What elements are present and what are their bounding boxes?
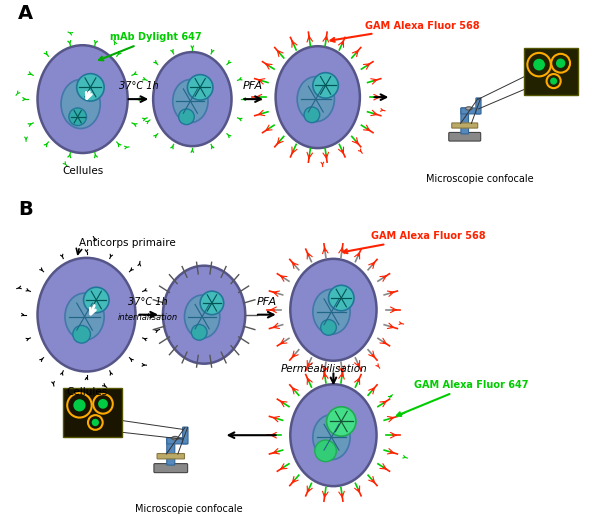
- Ellipse shape: [173, 80, 208, 123]
- Text: internalisation: internalisation: [118, 313, 178, 322]
- FancyBboxPatch shape: [461, 108, 480, 114]
- Text: B: B: [18, 200, 32, 219]
- Circle shape: [77, 74, 104, 101]
- FancyBboxPatch shape: [63, 388, 122, 437]
- Text: Anticorps primaire: Anticorps primaire: [79, 238, 175, 248]
- Ellipse shape: [37, 45, 128, 153]
- FancyBboxPatch shape: [452, 123, 478, 128]
- Text: Perméabilisation: Perméabilisation: [280, 363, 367, 374]
- Circle shape: [329, 285, 354, 311]
- Circle shape: [69, 108, 87, 125]
- Ellipse shape: [153, 52, 232, 146]
- Ellipse shape: [290, 259, 376, 361]
- FancyBboxPatch shape: [167, 437, 187, 444]
- Circle shape: [84, 287, 109, 313]
- Circle shape: [98, 399, 108, 409]
- FancyBboxPatch shape: [167, 437, 175, 465]
- FancyBboxPatch shape: [476, 98, 481, 114]
- Circle shape: [200, 291, 224, 315]
- Circle shape: [191, 324, 207, 340]
- FancyBboxPatch shape: [448, 133, 481, 141]
- Text: 37°C 1h: 37°C 1h: [119, 81, 158, 91]
- Circle shape: [73, 399, 86, 411]
- Ellipse shape: [61, 80, 100, 128]
- FancyBboxPatch shape: [524, 48, 578, 95]
- Ellipse shape: [276, 46, 360, 148]
- Text: GAM Alexa Fluor 568: GAM Alexa Fluor 568: [331, 21, 480, 42]
- Ellipse shape: [172, 436, 178, 440]
- Ellipse shape: [313, 415, 350, 460]
- Text: Microscopie confocale: Microscopie confocale: [426, 174, 533, 183]
- Circle shape: [315, 440, 337, 462]
- Circle shape: [178, 109, 194, 124]
- Ellipse shape: [65, 293, 104, 340]
- Circle shape: [326, 407, 356, 436]
- Ellipse shape: [37, 258, 136, 372]
- Text: PFA: PFA: [243, 81, 263, 91]
- Circle shape: [92, 419, 99, 426]
- Circle shape: [556, 59, 565, 68]
- Circle shape: [533, 59, 545, 70]
- Circle shape: [550, 78, 557, 85]
- Text: Cellules: Cellules: [66, 387, 107, 397]
- Circle shape: [304, 107, 320, 123]
- Ellipse shape: [466, 107, 472, 110]
- Ellipse shape: [185, 295, 220, 338]
- Text: PFA: PFA: [257, 297, 277, 307]
- FancyBboxPatch shape: [157, 453, 185, 459]
- Circle shape: [188, 75, 213, 100]
- Ellipse shape: [297, 77, 334, 122]
- FancyBboxPatch shape: [154, 464, 188, 473]
- FancyBboxPatch shape: [461, 108, 469, 134]
- Circle shape: [313, 72, 338, 98]
- FancyBboxPatch shape: [183, 427, 188, 444]
- Text: A: A: [18, 4, 33, 23]
- Text: GAM Alexa Fluor 647: GAM Alexa Fluor 647: [397, 380, 529, 416]
- Ellipse shape: [163, 266, 245, 364]
- Ellipse shape: [290, 384, 376, 486]
- Circle shape: [321, 320, 337, 335]
- Text: Cellules: Cellules: [62, 166, 103, 176]
- Ellipse shape: [313, 289, 350, 334]
- Text: 37°C 1h: 37°C 1h: [128, 297, 168, 307]
- Text: mAb Dylight 647: mAb Dylight 647: [99, 32, 202, 60]
- Text: GAM Alexa Fluor 568: GAM Alexa Fluor 568: [343, 231, 485, 253]
- Text: Microscopie confocale: Microscopie confocale: [134, 504, 242, 514]
- Circle shape: [73, 325, 90, 343]
